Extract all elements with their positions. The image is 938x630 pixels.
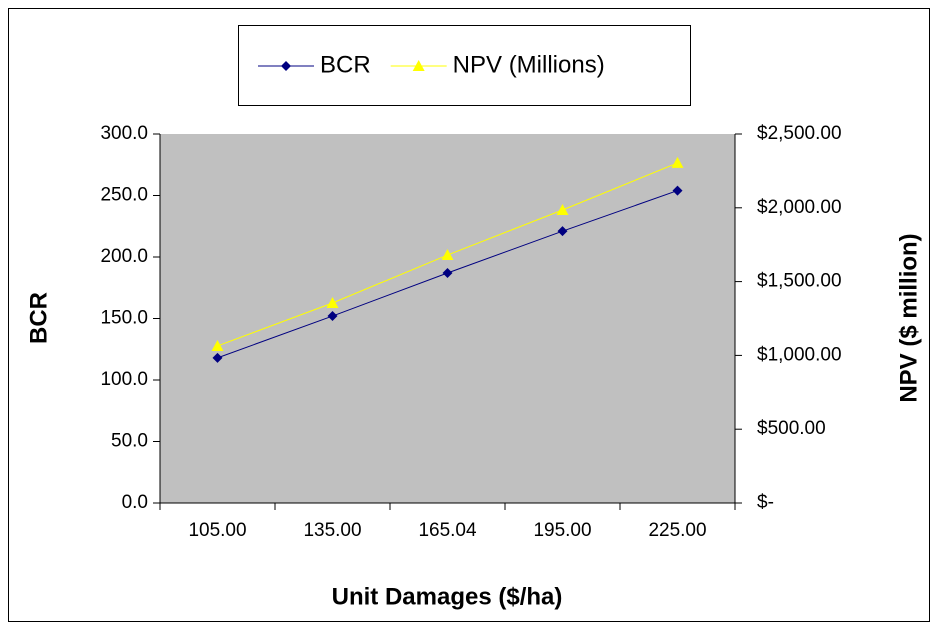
- marker: [556, 204, 569, 216]
- y2-tick-label: $2,500.00: [757, 123, 842, 144]
- marker: [211, 339, 224, 351]
- y-tick-label: 100.0: [100, 369, 148, 390]
- marker: [442, 267, 453, 278]
- y-tick-label: 0.0: [122, 492, 148, 513]
- x-tick-label: 225.00: [648, 520, 706, 541]
- y2-tick-label: $1,000.00: [757, 344, 842, 365]
- y2-tick-label: $2,000.00: [757, 197, 842, 218]
- x-axis-title: Unit Damages ($/ha): [332, 583, 563, 610]
- y2-tick-label: $-: [757, 492, 774, 513]
- marker: [672, 185, 683, 196]
- x-tick-label: 105.00: [188, 520, 246, 541]
- marker: [412, 60, 425, 71]
- y-tick-label: 50.0: [111, 431, 148, 452]
- marker: [557, 226, 568, 237]
- y-axis-title: BCR: [25, 292, 52, 344]
- y-tick-label: 150.0: [100, 308, 148, 329]
- marker: [281, 61, 291, 71]
- legend-label: BCR: [320, 51, 371, 78]
- y2-tick-label: $1,500.00: [757, 271, 842, 292]
- y2-axis-title: NPV ($ million): [895, 233, 922, 402]
- x-tick-label: 165.04: [418, 520, 477, 541]
- marker: [212, 352, 223, 363]
- plot-area: [160, 134, 735, 503]
- legend-label: NPV (Millions): [453, 51, 605, 78]
- y-tick-label: 300.0: [100, 123, 148, 144]
- x-tick-label: 195.00: [533, 520, 591, 541]
- y-tick-label: 200.0: [100, 246, 148, 267]
- marker: [326, 297, 339, 309]
- marker: [671, 156, 684, 168]
- y2-tick-label: $500.00: [757, 418, 826, 439]
- y-tick-label: 250.0: [100, 185, 148, 206]
- marker: [441, 249, 454, 261]
- marker: [327, 311, 338, 322]
- x-tick-label: 135.00: [303, 520, 361, 541]
